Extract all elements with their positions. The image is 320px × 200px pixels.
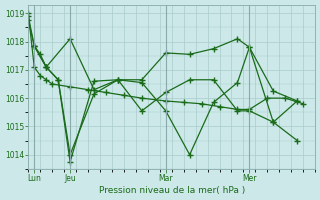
X-axis label: Pression niveau de la mer( hPa ): Pression niveau de la mer( hPa ) (99, 186, 245, 195)
